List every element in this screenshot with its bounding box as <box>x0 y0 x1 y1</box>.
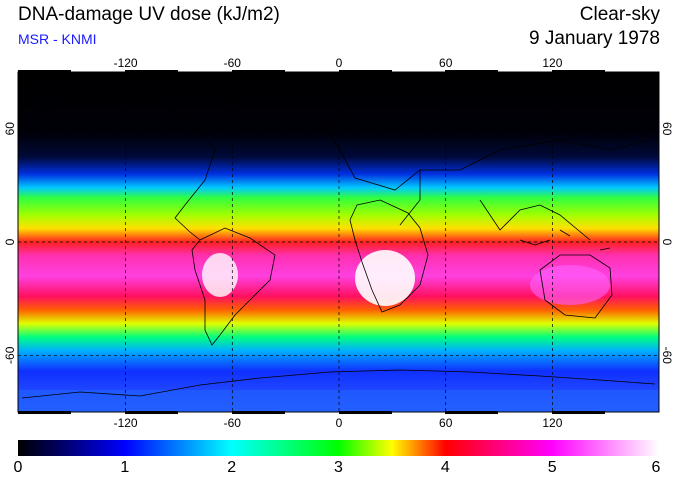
source-label: MSR - KNMI <box>18 31 97 47</box>
lat-label-right: -60 <box>660 347 674 365</box>
graticule <box>18 72 659 412</box>
lon-label-bottom: 0 <box>336 416 343 430</box>
lon-label-top: 120 <box>542 56 562 70</box>
map-title: DNA-damage UV dose (kJ/m2) <box>18 4 280 25</box>
colorbar-label: 4 <box>440 459 450 476</box>
date-label: 9 January 1978 <box>529 28 660 49</box>
lon-label-top: -120 <box>114 56 138 70</box>
lon-label-top: 60 <box>439 56 453 70</box>
colorbar-label: 0 <box>13 459 23 476</box>
map-frame <box>17 71 660 413</box>
lat-label-right: 60 <box>660 122 674 136</box>
lat-label-left: 60 <box>3 122 17 136</box>
colorbar-label: 3 <box>334 459 343 476</box>
lon-label-top: -60 <box>224 56 242 70</box>
lat-label-right: 0 <box>660 239 674 246</box>
colorbar-label: 1 <box>120 459 130 476</box>
peak-dose-africa <box>355 250 415 306</box>
antarctic-band <box>18 390 659 412</box>
colorbar <box>18 440 659 456</box>
lon-label-bottom: 120 <box>542 416 562 430</box>
lat-label-left: -60 <box>3 346 17 364</box>
high-dose-australia <box>530 265 610 305</box>
lon-label-bottom: 60 <box>439 416 453 430</box>
sky-condition-label: Clear-sky <box>579 4 660 25</box>
lon-label-bottom: -120 <box>114 416 138 430</box>
colorbar-label: 6 <box>651 459 661 476</box>
lat-label-left: 0 <box>3 238 17 245</box>
frame-ticks <box>18 70 605 414</box>
colorbar-label: 2 <box>227 459 237 476</box>
peak-dose-south-america <box>202 253 238 297</box>
lon-label-top: 0 <box>336 56 343 70</box>
coastlines <box>21 97 656 399</box>
lon-label-bottom: -60 <box>224 416 242 430</box>
colorbar-label: 5 <box>547 459 557 476</box>
